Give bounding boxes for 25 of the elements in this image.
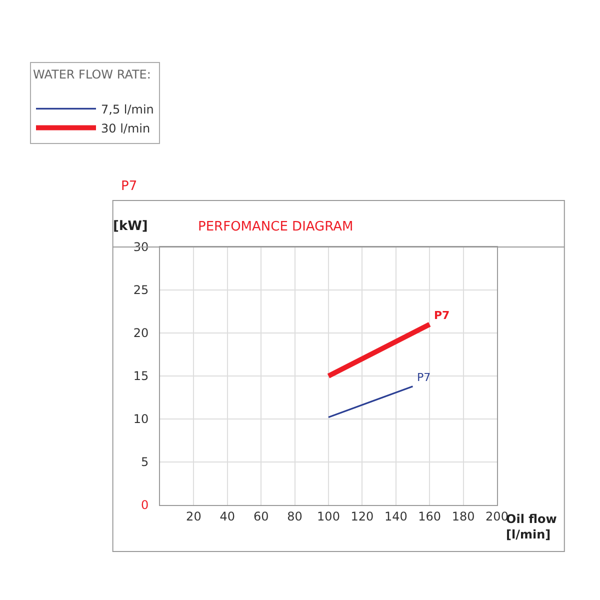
x-tick-label: 120 <box>350 509 374 524</box>
x-tick-label: 80 <box>287 509 302 524</box>
annotation: P7 <box>417 371 431 384</box>
x-tick-label: 60 <box>253 509 269 524</box>
x-tick-label: 140 <box>384 509 408 524</box>
legend-title: WATER FLOW RATE: <box>33 68 151 82</box>
x-tick-label: 180 <box>452 509 475 524</box>
y-tick-label: 10 <box>133 412 149 426</box>
x-tick-label: 40 <box>220 509 236 524</box>
x-tick-label: 100 <box>317 509 340 524</box>
x-tick-label: 160 <box>418 509 442 524</box>
x-axis-title: Oil flow [l/min] <box>506 512 557 542</box>
legend-label: 30 l/min <box>101 121 150 136</box>
x-tick-label: 20 <box>186 509 202 524</box>
x-tick-label: 200 <box>486 509 508 524</box>
y-tick-label: 25 <box>133 283 149 298</box>
y-tick-label: 5 <box>140 455 149 470</box>
annotation: P7 <box>434 309 450 322</box>
y-tick-label: 0 <box>140 498 149 512</box>
y-axis-title: [kW] <box>113 219 148 234</box>
chart-subtitle: P7 <box>121 179 138 194</box>
legend-label: 7,5 l/min <box>101 102 154 116</box>
y-tick-label: 20 <box>133 326 149 340</box>
y-tick-label: 15 <box>133 369 149 384</box>
chart-title: PERFOMANCE DIAGRAM <box>198 220 354 235</box>
